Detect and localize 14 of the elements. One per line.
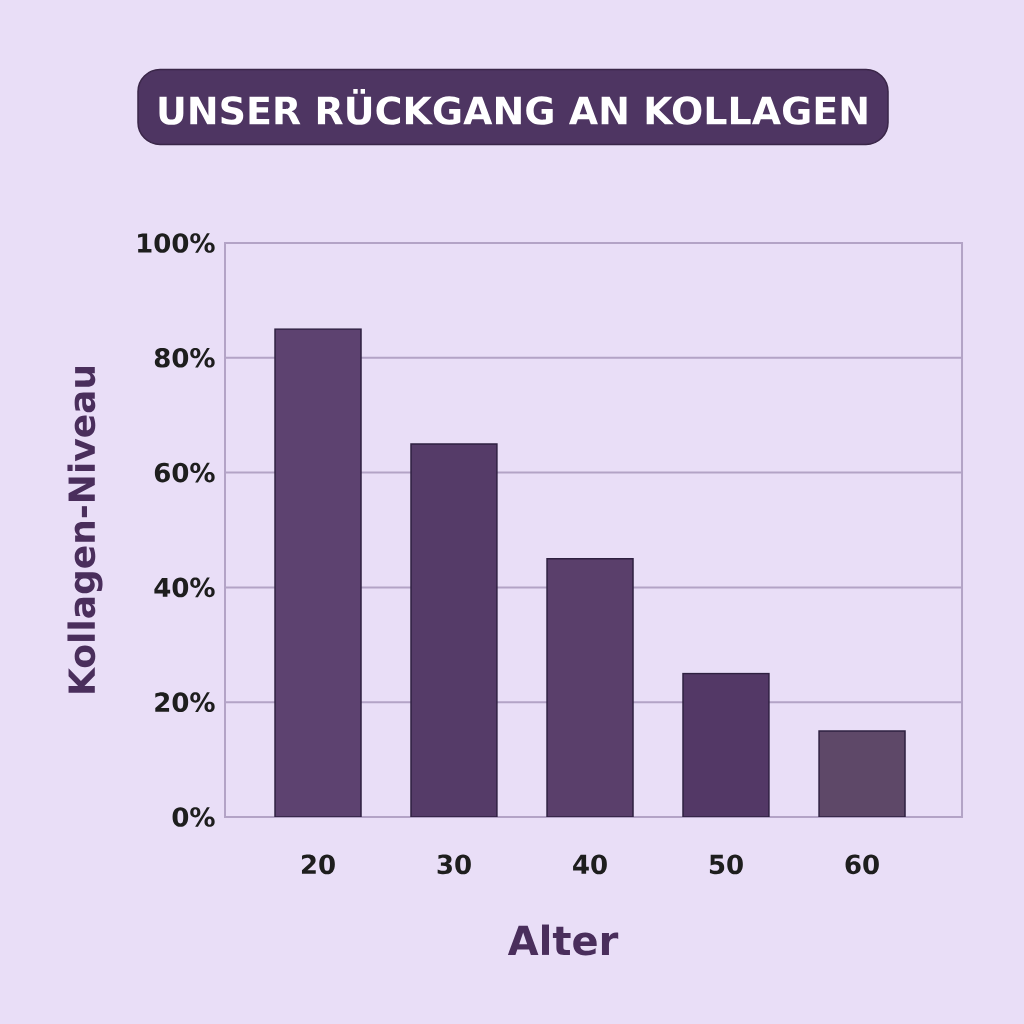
- y-tick-label: 60%: [154, 462, 215, 483]
- y-tick-label: 20%: [155, 692, 215, 713]
- chart-title: UNSER RÜCKGANG AN KOLLAGEN: [159, 89, 867, 125]
- y-tick-label: 0%: [172, 807, 215, 827]
- x-axis-title: Alter: [507, 924, 619, 956]
- x-tick-label: 30: [437, 854, 471, 875]
- x-tick-label: 40: [573, 854, 607, 875]
- y-axis-title: Kollagen-Niveau: [67, 366, 103, 693]
- y-tick-label: 80%: [154, 347, 215, 368]
- y-tick-label: 100%: [138, 233, 215, 253]
- x-tick-label: 60: [845, 854, 879, 875]
- y-tick-label: 40%: [154, 577, 215, 598]
- x-tick-label: 50: [709, 854, 743, 875]
- x-tick-label: 20: [301, 854, 335, 875]
